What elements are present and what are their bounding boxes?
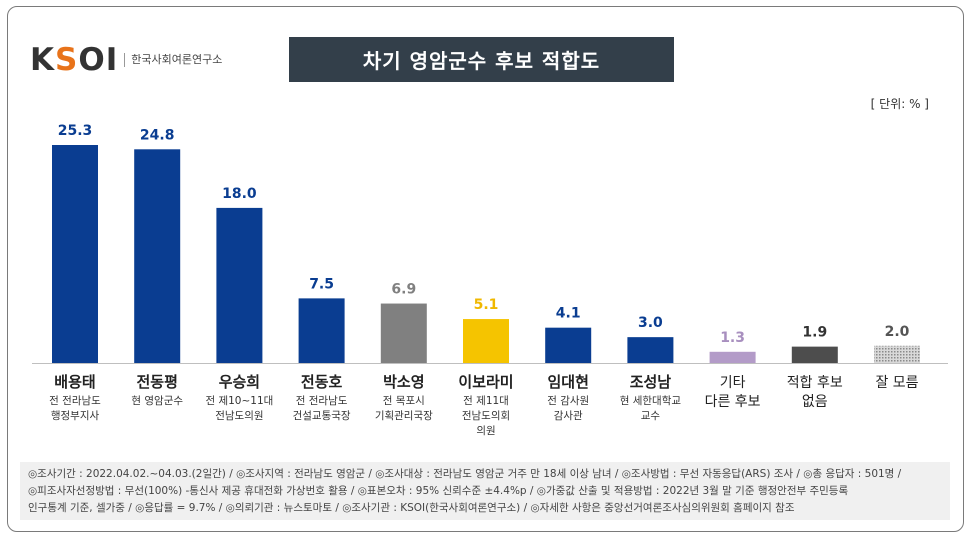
data-label: 24.8 [140, 127, 175, 143]
data-label: 3.0 [638, 315, 663, 331]
bar [134, 149, 181, 363]
candidate-description: 전남도의원 [215, 410, 263, 422]
candidate-description: 전 제11대 [463, 395, 509, 407]
candidate-description: 감사관 [554, 410, 583, 422]
data-label: 1.3 [720, 330, 745, 346]
candidate-description: 전 목포시 [383, 395, 425, 407]
category-label: 잘 모름 [875, 375, 918, 391]
data-label: 4.1 [556, 306, 581, 322]
category-label: 적합 후보 [787, 375, 843, 391]
category-label-line2: 없음 [802, 394, 828, 410]
candidate-description: 행정부지사 [51, 410, 100, 422]
category-label: 임대현 [547, 373, 588, 391]
candidate-description: 전남도의회 [462, 410, 510, 422]
bar [380, 303, 427, 363]
footer-line: ◎조사기간 : 2022.04.02.~04.03.(2일간) / ◎조사지역 … [28, 468, 902, 480]
bar [545, 327, 592, 363]
category-label-line2: 다른 후보 [705, 394, 761, 410]
candidate-description: 현 세한대학교 [620, 395, 682, 407]
ksoi-logo: KSOI 한국사회여론연구소 [30, 42, 222, 78]
data-label: 7.5 [309, 276, 334, 292]
candidate-description: 전 감사원 [547, 395, 589, 407]
category-label: 이보라미 [458, 373, 513, 391]
data-label: 5.1 [474, 297, 499, 313]
bar [463, 319, 509, 363]
bar [298, 298, 345, 363]
data-label: 6.9 [391, 282, 416, 298]
candidate-description: 현 영암군수 [131, 395, 183, 407]
footer-line: ◎피조사자선정방법 : 무선(100%) -통신사 제공 휴대전화 가상번호 활… [28, 485, 849, 497]
bar [874, 345, 920, 363]
footer-line: 인구통계 기준, 셀가중 / ◎응답률 = 9.7% / ◎의뢰기관 : 뉴스토… [28, 502, 795, 514]
data-label: 2.0 [885, 324, 910, 340]
category-label: 박소영 [383, 373, 424, 391]
candidate-description: 전 제10~11대 [205, 395, 273, 407]
category-label: 전동호 [301, 373, 343, 391]
candidate-description: 의원 [476, 425, 495, 437]
data-label: 18.0 [222, 186, 257, 202]
chart-title: 차기 영암군수 후보 적합도 [289, 37, 674, 82]
survey-methodology-footer: ◎조사기간 : 2022.04.02.~04.03.(2일간) / ◎조사지역 … [20, 462, 950, 520]
category-label: 조성남 [630, 373, 672, 391]
candidate-description: 건설교통국장 [293, 410, 351, 422]
logo-mark: KSOI [30, 41, 119, 78]
bar [709, 351, 756, 363]
data-label: 1.9 [802, 325, 827, 341]
category-label: 기타 [720, 375, 746, 391]
bar [216, 207, 263, 363]
bar [791, 346, 838, 363]
unit-label: [ 단위: % ] [870, 97, 929, 111]
category-label: 우승희 [219, 373, 260, 391]
data-label: 25.3 [58, 123, 93, 139]
candidate-description: 교수 [641, 410, 661, 422]
candidate-description: 전 전라남도 [296, 395, 348, 407]
candidate-description: 기획관리국장 [375, 410, 433, 422]
bar [627, 337, 674, 363]
category-label: 배용태 [54, 373, 95, 391]
candidate-description: 전 전라남도 [49, 395, 101, 407]
logo-subtitle: 한국사회여론연구소 [124, 53, 222, 67]
bar [52, 145, 98, 363]
category-label: 전동평 [136, 373, 177, 391]
